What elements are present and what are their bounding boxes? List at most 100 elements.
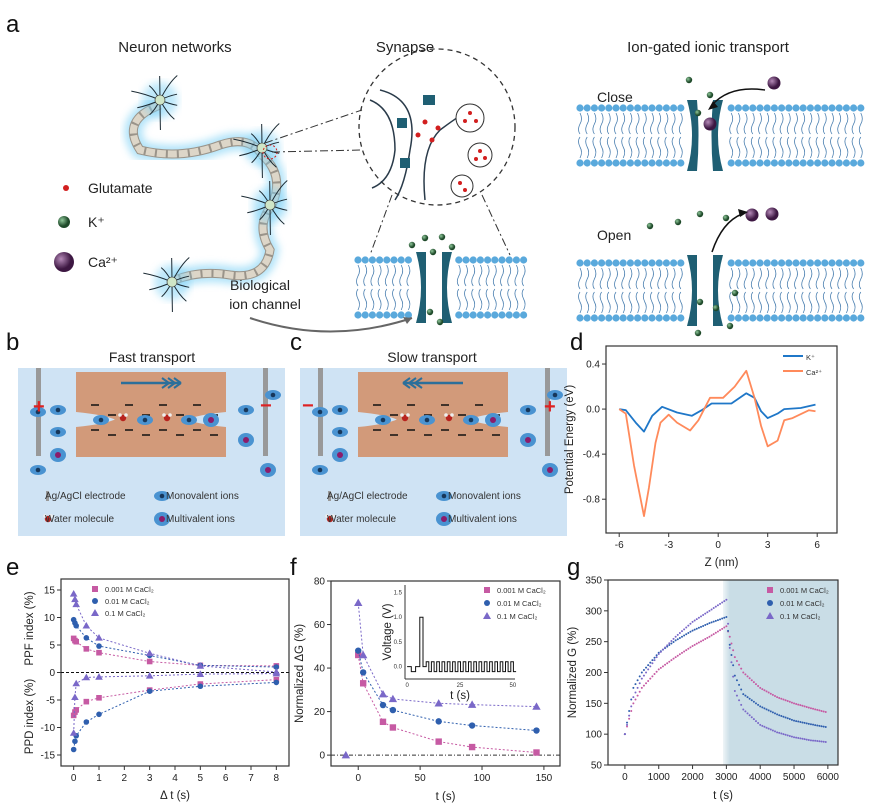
lipid-tail bbox=[794, 267, 798, 290]
lipid-tail bbox=[801, 267, 806, 290]
data-point bbox=[685, 649, 688, 652]
lipid-tail bbox=[808, 267, 813, 290]
x-axis-label: t (s) bbox=[436, 791, 456, 803]
ion-core bbox=[441, 493, 447, 499]
lipid-head bbox=[648, 259, 656, 267]
data-point bbox=[727, 622, 730, 625]
fast-transport-title: Fast transport bbox=[109, 349, 195, 365]
lipid-tail bbox=[514, 288, 519, 311]
data-point-circle bbox=[83, 635, 90, 641]
lipid-tail bbox=[758, 112, 762, 135]
y-tick-label: -10 bbox=[41, 723, 56, 734]
data-point bbox=[767, 727, 770, 730]
data-point-circle bbox=[435, 718, 442, 725]
y-tick-label: 60 bbox=[314, 620, 326, 631]
y-tick-label: 300 bbox=[585, 606, 602, 617]
lipid-tail bbox=[758, 136, 762, 159]
lipid-tail bbox=[606, 136, 611, 159]
lipid-tail bbox=[851, 291, 856, 314]
x-tick-label: 5 bbox=[198, 773, 204, 784]
data-point bbox=[786, 700, 789, 703]
lipid-head bbox=[763, 314, 771, 322]
lipid-tail bbox=[858, 291, 863, 314]
ion-channel-right bbox=[711, 100, 723, 171]
lipid-tail bbox=[815, 136, 820, 159]
data-point-triangle bbox=[82, 621, 91, 629]
lipid-head bbox=[770, 159, 779, 167]
data-point bbox=[730, 654, 733, 657]
data-point-square bbox=[83, 646, 90, 652]
data-point bbox=[691, 629, 694, 632]
lipid-head bbox=[814, 314, 822, 322]
lipid-tail bbox=[671, 267, 676, 290]
data-point bbox=[678, 636, 681, 639]
data-point bbox=[816, 740, 819, 743]
lipid-tail bbox=[729, 291, 734, 314]
lipid-tail bbox=[664, 112, 669, 135]
data-point bbox=[750, 699, 753, 702]
voltage-waveform bbox=[407, 616, 517, 673]
data-point bbox=[750, 679, 753, 682]
data-point bbox=[784, 716, 787, 719]
lipid-tail bbox=[765, 291, 770, 314]
lipid-head bbox=[727, 159, 735, 167]
panel-c-slow-transport bbox=[300, 368, 567, 536]
data-point bbox=[700, 625, 703, 628]
lipid-head bbox=[828, 104, 836, 112]
data-point bbox=[697, 616, 700, 619]
data-point bbox=[771, 711, 774, 714]
lipid-tail bbox=[356, 264, 360, 287]
data-point bbox=[689, 622, 692, 625]
data-point bbox=[723, 626, 726, 629]
legend-entry: 0.01 M CaCl₂ bbox=[780, 599, 825, 608]
lipid-head bbox=[821, 314, 829, 322]
data-point bbox=[795, 736, 798, 739]
data-point bbox=[723, 600, 726, 603]
lipid-head bbox=[677, 104, 685, 112]
fit-line bbox=[73, 619, 277, 668]
lipid-tail bbox=[750, 291, 755, 314]
lipid-tail bbox=[363, 264, 368, 287]
open-arrow-icon bbox=[711, 213, 743, 253]
data-point bbox=[784, 733, 787, 736]
data-point bbox=[657, 668, 660, 671]
calcium-ion bbox=[703, 117, 717, 131]
data-point bbox=[670, 642, 673, 645]
data-point-triangle bbox=[196, 662, 205, 669]
lipid-tail bbox=[585, 267, 590, 290]
y-tick-label: 0.0 bbox=[586, 405, 600, 416]
lipid-head bbox=[655, 259, 663, 267]
data-point bbox=[778, 714, 781, 717]
data-point bbox=[659, 650, 662, 653]
lipid-tail bbox=[464, 288, 468, 311]
legend-entry: 0.01 M CaCl₂ bbox=[497, 599, 542, 608]
lipid-head bbox=[770, 104, 779, 112]
curved-arrow-icon bbox=[249, 317, 413, 333]
lipid-head bbox=[619, 314, 627, 322]
data-point bbox=[719, 618, 722, 621]
x-tick-label: 2000 bbox=[681, 772, 704, 783]
lipid-head bbox=[799, 159, 807, 167]
lipid-tail bbox=[635, 136, 640, 159]
y-tick-label: -5 bbox=[46, 696, 55, 707]
lipid-head bbox=[778, 104, 786, 112]
lipid-head bbox=[576, 104, 584, 112]
lipid-tail bbox=[837, 112, 842, 135]
data-point bbox=[807, 706, 810, 709]
neuron-networks-title: Neuron networks bbox=[118, 39, 231, 56]
data-point-triangle bbox=[145, 649, 154, 657]
lipid-head bbox=[814, 159, 822, 167]
data-point bbox=[805, 706, 808, 709]
lipid-head bbox=[806, 314, 815, 322]
open-label: Open bbox=[597, 227, 631, 243]
lipid-head bbox=[785, 104, 793, 112]
lipid-tail bbox=[399, 264, 404, 287]
data-point bbox=[799, 737, 802, 740]
lipid-head bbox=[799, 259, 807, 267]
data-point bbox=[687, 632, 690, 635]
legend-entry: 0.001 M CaCl₂ bbox=[780, 586, 829, 595]
lipid-tail bbox=[758, 291, 762, 314]
b-legend-monovalent: Monovalent ions bbox=[166, 491, 239, 502]
y-tick-label: 80 bbox=[314, 577, 326, 588]
